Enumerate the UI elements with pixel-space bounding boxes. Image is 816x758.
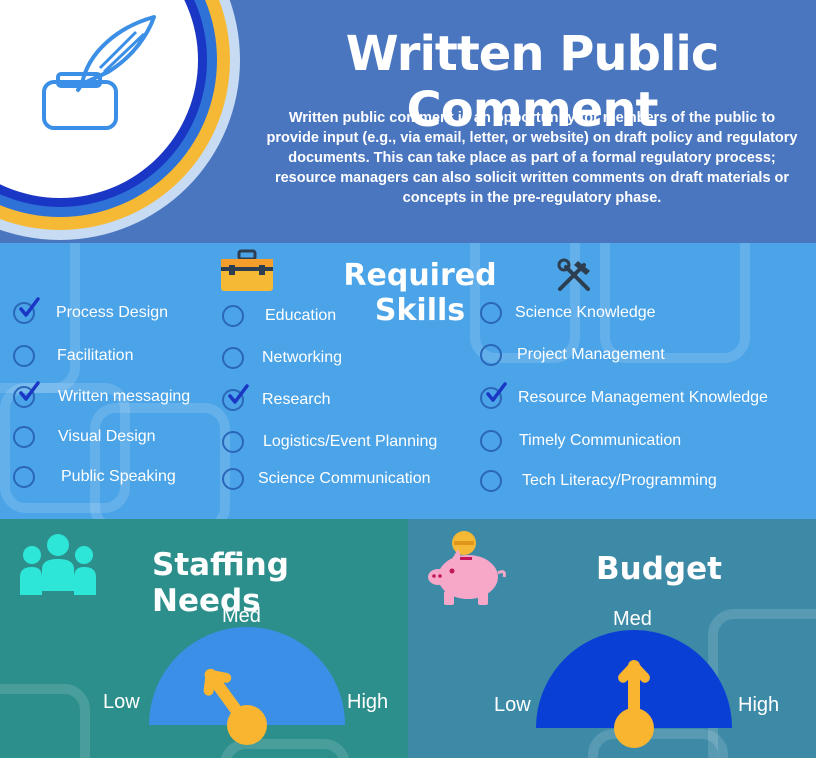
- empty-circle-icon: [222, 431, 244, 453]
- empty-circle-icon: [480, 470, 502, 492]
- page-title: Written Public Comment: [345, 26, 720, 138]
- skill-item: Facilitation: [13, 341, 133, 371]
- checkmark-icon: [19, 381, 40, 401]
- skill-item: Visual Design: [13, 422, 156, 452]
- skill-item: Research: [222, 384, 331, 415]
- skill-label: Research: [262, 391, 331, 408]
- checkmark-icon: [19, 297, 40, 317]
- budget-label-med: Med: [613, 608, 652, 630]
- checked-circle-icon: [13, 297, 40, 324]
- skill-label: Project Management: [517, 346, 665, 363]
- header-banner: Written Public Comment Written public co…: [0, 0, 816, 243]
- decorative-frame: [470, 243, 580, 363]
- decorative-frame: [0, 383, 130, 513]
- skill-label: Visual Design: [58, 428, 156, 445]
- toolbox-icon: [221, 249, 273, 291]
- skill-item: Education: [222, 301, 336, 331]
- page-description: Written public comment is an opportunity…: [266, 110, 798, 206]
- decorative-frame: [90, 403, 230, 519]
- skill-label: Public Speaking: [61, 468, 176, 485]
- staffing-gauge-arc: [149, 627, 345, 725]
- budget-gauge: [536, 630, 732, 748]
- skill-item: Tech Literacy/Programming: [480, 466, 717, 496]
- staffing-label-med: Med: [222, 605, 261, 627]
- required-skills-title: Required Skills: [343, 258, 497, 328]
- skill-label: Facilitation: [57, 347, 134, 364]
- skill-label: Networking: [262, 349, 343, 366]
- staffing-gauge-arrowhead: [203, 669, 232, 696]
- piggy-bank-icon: [428, 531, 506, 605]
- checkmark-icon: [228, 384, 249, 404]
- empty-circle-icon: [222, 468, 244, 490]
- checked-circle-icon: [13, 381, 40, 408]
- skill-item: Public Speaking: [13, 462, 176, 492]
- staffing-gauge-hub: [227, 705, 267, 745]
- empty-circle-icon: [13, 426, 35, 448]
- budget-panel: Budget Med Low High: [408, 519, 816, 758]
- empty-circle-icon: [480, 430, 502, 452]
- skill-label: Process Design: [56, 304, 169, 321]
- skill-label: Logistics/Event Planning: [263, 433, 438, 450]
- skill-item: Science Communication: [222, 464, 431, 494]
- empty-circle-icon: [480, 344, 502, 366]
- staffing-needs-panel: Staffing Needs Med Low High: [0, 519, 408, 758]
- decorative-frame: [600, 243, 750, 363]
- skill-item: Process Design: [13, 297, 169, 328]
- budget-gauge-arrowhead: [618, 661, 650, 683]
- decorative-frame: [588, 729, 728, 758]
- skill-item: Science Knowledge: [480, 298, 656, 328]
- budget-label-high: High: [738, 694, 780, 716]
- skill-item: Written messaging: [13, 381, 191, 412]
- skill-item: Resource Management Knowledge: [480, 382, 768, 413]
- empty-circle-icon: [222, 347, 244, 369]
- empty-circle-icon: [13, 345, 35, 367]
- checked-circle-icon: [222, 384, 249, 411]
- skill-item: Networking: [222, 343, 342, 373]
- required-skills-section: Required Skills Process Design Facilitati…: [0, 243, 816, 519]
- budget-label-low: Low: [494, 694, 531, 716]
- staffing-label-high: High: [347, 691, 389, 713]
- skill-label: Science Knowledge: [515, 304, 656, 321]
- quill-inkwell-icon: [42, 15, 156, 130]
- staffing-label-low: Low: [103, 691, 140, 713]
- empty-circle-icon: [222, 305, 244, 327]
- skill-label: Education: [265, 307, 337, 324]
- skill-item: Project Management: [480, 340, 665, 370]
- staffing-needs-title: Staffing Needs: [152, 547, 289, 619]
- people-group-icon: [20, 534, 96, 595]
- hammer-wrench-icon: [557, 258, 590, 291]
- staffing-gauge: [149, 627, 345, 745]
- decorative-frame: [0, 243, 80, 393]
- skill-label: Timely Communication: [519, 432, 682, 449]
- empty-circle-icon: [480, 302, 502, 324]
- checkmark-icon: [486, 382, 507, 402]
- skill-label: Tech Literacy/Programming: [522, 472, 717, 489]
- budget-gauge-hub: [614, 708, 654, 748]
- empty-circle-icon: [13, 466, 35, 488]
- skill-label: Written messaging: [58, 388, 191, 405]
- skill-label: Resource Management Knowledge: [518, 389, 768, 406]
- budget-title: Budget: [596, 551, 722, 587]
- skill-label: Science Communication: [258, 470, 431, 487]
- skill-item: Logistics/Event Planning: [222, 427, 437, 457]
- skill-item: Timely Communication: [480, 426, 681, 456]
- decorative-frame: [0, 684, 90, 758]
- checked-circle-icon: [480, 382, 507, 409]
